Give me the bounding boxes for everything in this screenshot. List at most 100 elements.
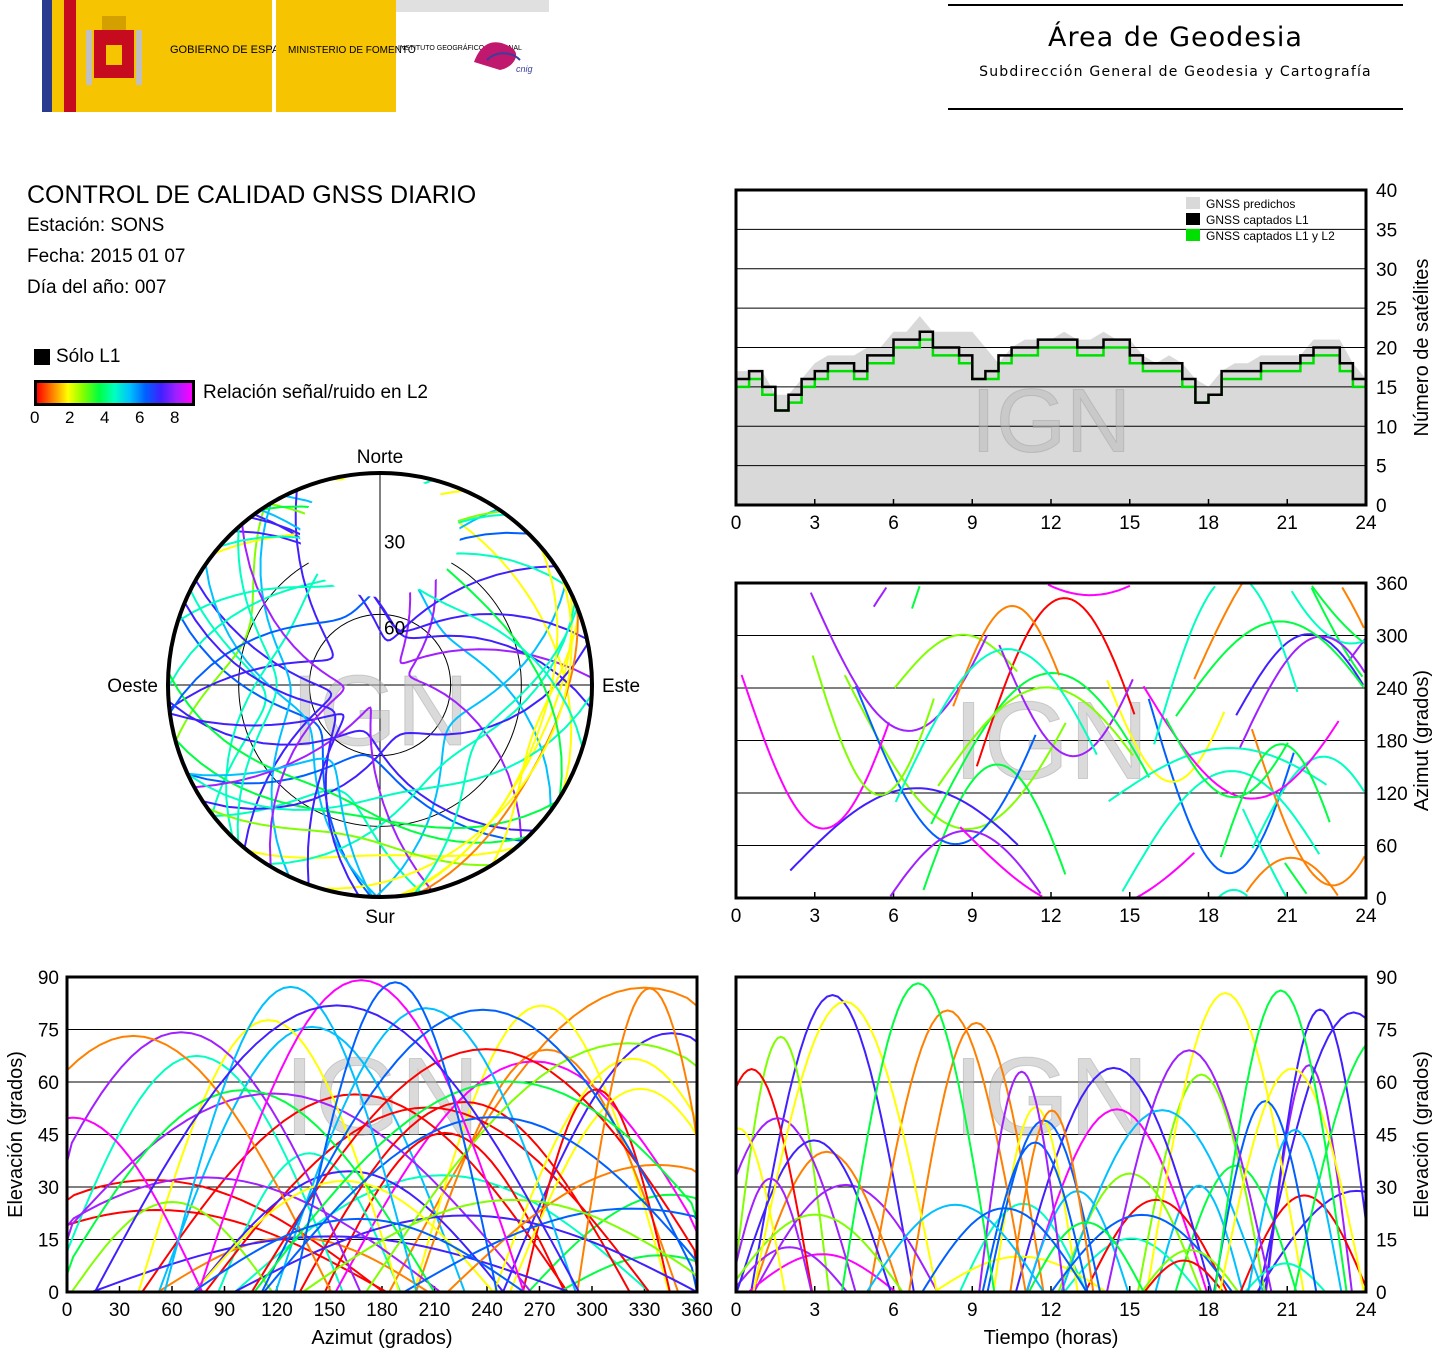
x-tick-label: 180 — [366, 1300, 398, 1321]
satellite-track — [67, 1031, 362, 1292]
x-tick-label: 6 — [888, 513, 899, 530]
satellite-track — [253, 1080, 697, 1292]
y-tick-label: 15 — [1376, 1231, 1397, 1252]
satellite-track — [193, 1170, 505, 1292]
satellite-track — [1028, 1221, 1145, 1292]
satellite-track — [1121, 770, 1321, 892]
info-block: CONTROL DE CALIDAD GNSS DIARIO Estación:… — [27, 180, 476, 303]
satellite-count-chart: 0 5 10 15 20 25 30 35 40 0 3 6 9 12 15 18 21 24 IGN GNSS pr… — [731, 181, 1433, 530]
x-tick-label: 3 — [809, 906, 820, 927]
header-top-rule — [948, 4, 1403, 6]
satellite-track — [840, 982, 996, 1292]
satellite-track — [174, 507, 266, 742]
x-tick-label: 9 — [967, 513, 978, 530]
y-tick-label: 0 — [1376, 889, 1387, 910]
satellite-track — [921, 1207, 1088, 1292]
x-tick-label: 0 — [731, 1300, 742, 1321]
satellite-track — [736, 1213, 904, 1292]
satellite-track — [750, 994, 915, 1292]
eu-stripe — [42, 0, 52, 112]
plot-frame — [65, 975, 699, 1294]
satellite-track — [1241, 590, 1366, 898]
y-tick-label: 120 — [1376, 784, 1408, 805]
satellite-track — [952, 604, 1061, 707]
satellite-track — [981, 1141, 1089, 1292]
x-tick-label: 0 — [62, 1300, 73, 1321]
y-tick-label: 45 — [1376, 1126, 1397, 1147]
y-tick-label: 15 — [38, 1231, 59, 1252]
y-tick-label: 35 — [1376, 220, 1397, 241]
satellite-track — [1084, 1198, 1228, 1292]
satellite-track — [1310, 587, 1364, 678]
satellite-track — [930, 671, 1150, 825]
satellite-tracks — [67, 979, 697, 1292]
x-tick-label: 90 — [214, 1300, 235, 1321]
satellite-track — [1175, 620, 1365, 717]
satellite-track — [94, 1004, 580, 1292]
satellite-track — [1143, 1259, 1224, 1292]
satellite-track — [978, 1070, 1065, 1292]
x-tick-label: 18 — [1198, 513, 1219, 530]
x-tick-label: 270 — [524, 1300, 556, 1321]
satellite-track — [736, 1246, 848, 1292]
x-tick-label: 0 — [731, 906, 742, 927]
satellite-track — [320, 575, 573, 890]
y-tick-label: 40 — [1376, 181, 1397, 202]
x-tick-label: 18 — [1198, 906, 1219, 927]
satellite-track — [194, 706, 433, 892]
satellite-track — [194, 579, 333, 849]
y-tick-label: 75 — [38, 1021, 59, 1042]
y-tick-label: 30 — [1376, 1178, 1397, 1199]
x-tick-label: 15 — [1119, 906, 1140, 927]
satellite-track — [753, 1183, 939, 1292]
satellite-track — [1025, 1108, 1208, 1292]
area-subtitle: Subdirección General de Geodesia y Carto… — [979, 64, 1372, 80]
satellite-track — [292, 981, 498, 1292]
satellite-track — [811, 655, 935, 797]
satellite-track — [854, 685, 1037, 846]
satellite-track — [736, 1068, 814, 1292]
x-tick-label: 15 — [1119, 513, 1140, 530]
legend-swatch — [1186, 213, 1200, 225]
snr-ticks: 0 2 4 6 8 — [30, 408, 214, 430]
satellite-track — [1014, 1066, 1213, 1292]
azimuth-time-chart: 0 60 120 180 240 300 360 0 3 6 9 12 15 18 21 24 IGN Azimu… — [731, 575, 1433, 927]
satellite-track — [137, 1019, 400, 1292]
y-axis-label: Azimut (grados) — [1411, 670, 1433, 811]
snr-tick: 0 — [30, 408, 40, 427]
satellite-track — [388, 986, 697, 1292]
ministerio-text: MINISTERIO DE FOMENTO — [288, 45, 416, 56]
satellite-track — [736, 1139, 892, 1292]
skyplot-horizon — [166, 471, 594, 899]
x-tick-label: 15 — [1119, 1300, 1140, 1321]
compass-north: Norte — [357, 447, 403, 468]
y-tick-label: 0 — [48, 1283, 59, 1304]
satellite-track — [187, 753, 524, 843]
satellite-track — [736, 1035, 830, 1292]
satellite-track — [1247, 1128, 1343, 1292]
satellite-track — [187, 757, 374, 897]
satellite-track — [1219, 743, 1331, 858]
satellite-track — [959, 583, 1195, 898]
satellite-track — [247, 846, 517, 859]
x-tick-label: 24 — [1355, 906, 1377, 927]
snr-colorbar — [34, 380, 195, 406]
y-tick-label: 60 — [1376, 837, 1397, 858]
satellite-track — [1108, 746, 1328, 803]
satellite-track — [70, 1200, 274, 1292]
satellite-track — [178, 614, 372, 897]
satellite-track — [189, 589, 267, 815]
satellite-track — [67, 1176, 442, 1292]
x-tick-label: 240 — [471, 1300, 503, 1321]
satellite-track — [1164, 718, 1289, 799]
y-tick-label: 30 — [1376, 260, 1397, 281]
satellite-track — [894, 648, 1098, 803]
legend-swatch — [1186, 229, 1200, 241]
satellite-track — [492, 1057, 697, 1292]
satellite-track — [1153, 583, 1299, 898]
plot-frame — [734, 975, 1368, 1294]
x-tick-label: 9 — [967, 906, 978, 927]
satellite-track — [266, 601, 577, 866]
elevation-azimuth-chart: 0 15 30 45 60 75 90 0 30 60 90 120 150 180 210 240 270 30… — [5, 968, 713, 1349]
x-tick-label: 0 — [731, 513, 742, 530]
